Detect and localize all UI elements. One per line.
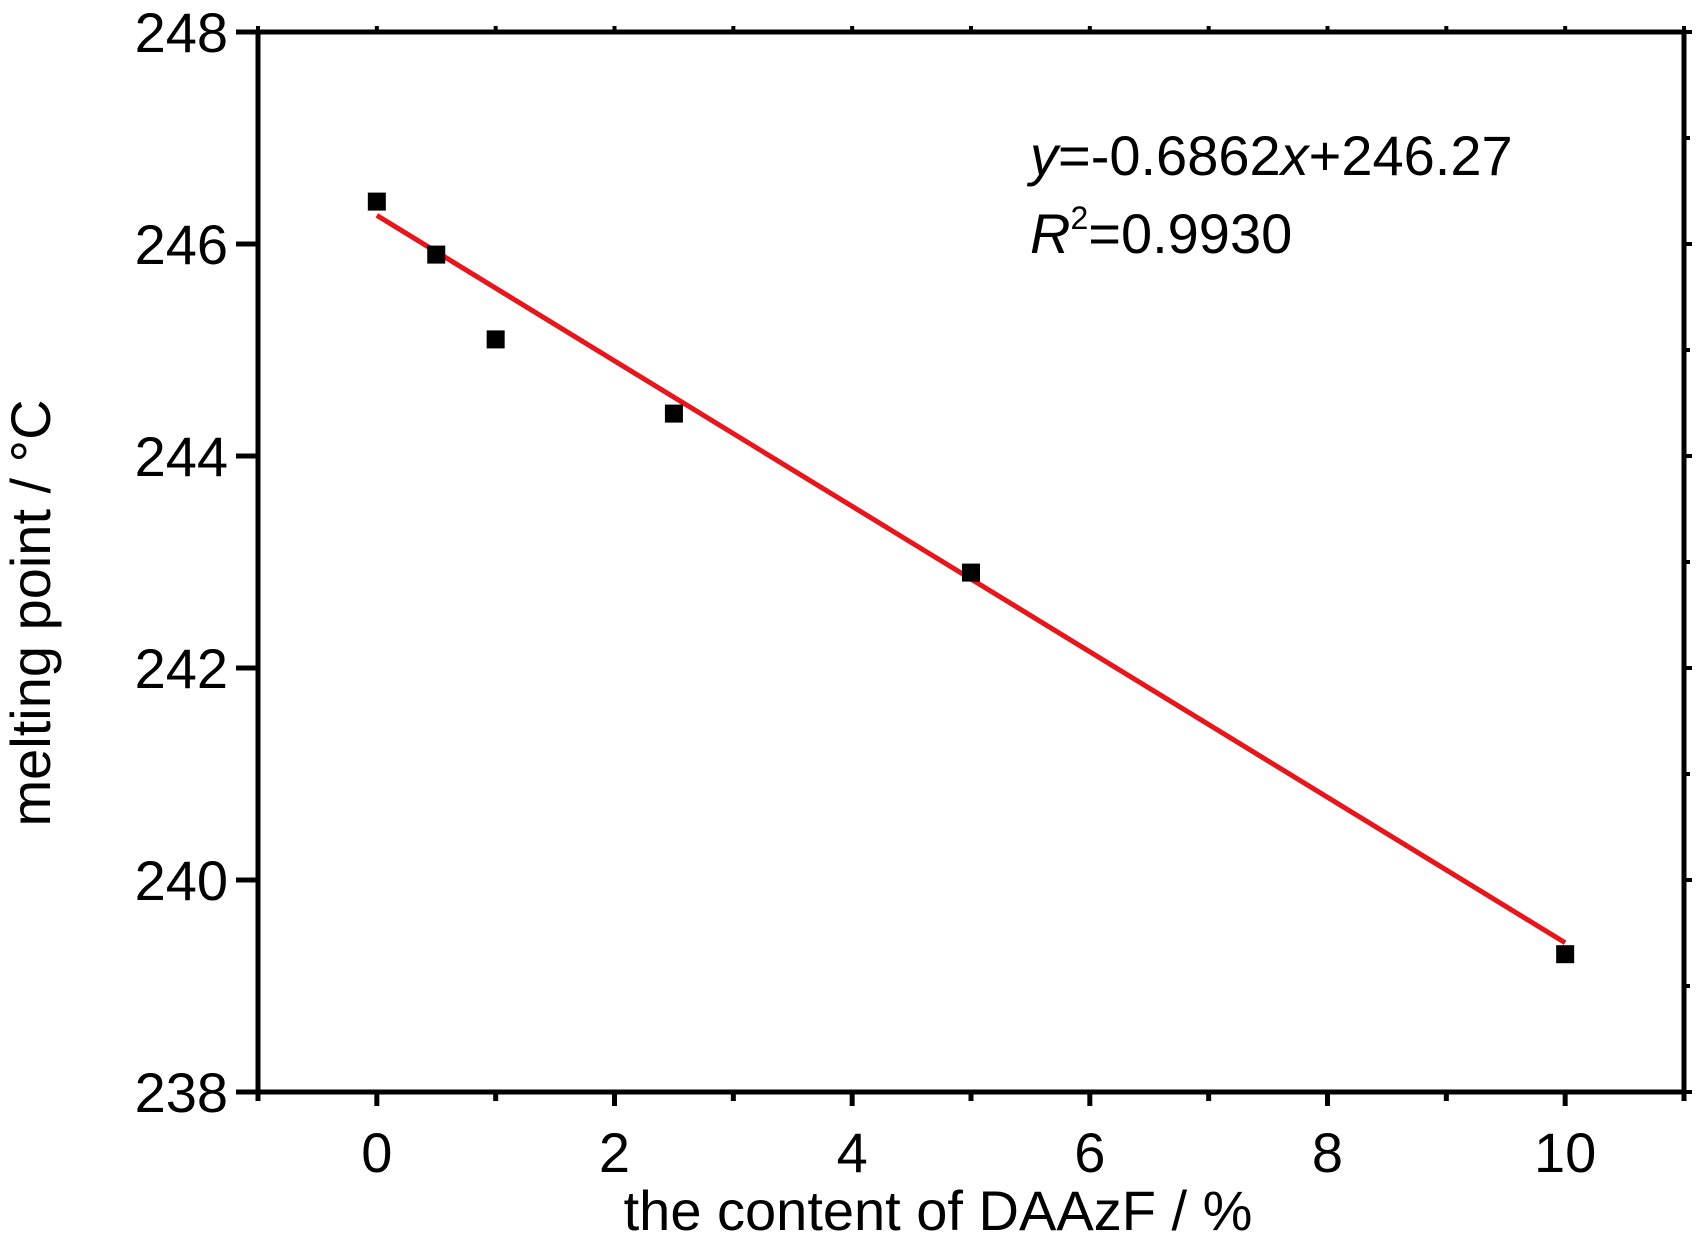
y-tick-label: 238 <box>135 1061 228 1124</box>
y-tick-label: 240 <box>135 849 228 912</box>
x-tick-label: 0 <box>361 1121 392 1184</box>
r-squared-superscript: 2 <box>1070 200 1088 236</box>
data-point <box>427 245 446 264</box>
x-tick-label: 4 <box>837 1121 868 1184</box>
x-tick-label: 8 <box>1312 1121 1343 1184</box>
r-squared-value: =0.9930 <box>1088 202 1292 265</box>
x-tick-label: 10 <box>1534 1121 1596 1184</box>
y-axis-title: melting point / °C <box>0 399 62 826</box>
equation-x-symbol: x <box>1278 124 1311 187</box>
y-axis: 238 240 242 244 246 248 <box>135 1 1692 1124</box>
x-tick-label: 2 <box>599 1121 630 1184</box>
equation-y-symbol: y <box>1026 124 1061 187</box>
data-point <box>486 330 505 349</box>
y-tick-label: 242 <box>135 637 228 700</box>
y-tick-label: 246 <box>135 213 228 276</box>
data-point <box>664 404 683 423</box>
chart-marks <box>367 192 1575 964</box>
x-tick-label: 6 <box>1074 1121 1105 1184</box>
r-squared: R2=0.9930 <box>1030 200 1292 265</box>
y-tick-label: 244 <box>135 425 228 488</box>
equation-intercept: +246.27 <box>1309 124 1513 187</box>
plot-frame <box>255 29 1687 1095</box>
r-squared-symbol: R <box>1030 202 1070 265</box>
x-axis-title: the content of DAAzF / % <box>624 1179 1253 1242</box>
x-axis: 0 2 4 6 8 10 <box>255 26 1687 1184</box>
data-point <box>367 192 386 211</box>
data-point <box>1556 945 1575 964</box>
y-tick-label: 248 <box>135 1 228 64</box>
equation-coefficient: =-0.6862 <box>1058 124 1281 187</box>
regression-equation: y=-0.6862x+246.27 <box>1026 124 1513 187</box>
data-point <box>962 563 980 582</box>
